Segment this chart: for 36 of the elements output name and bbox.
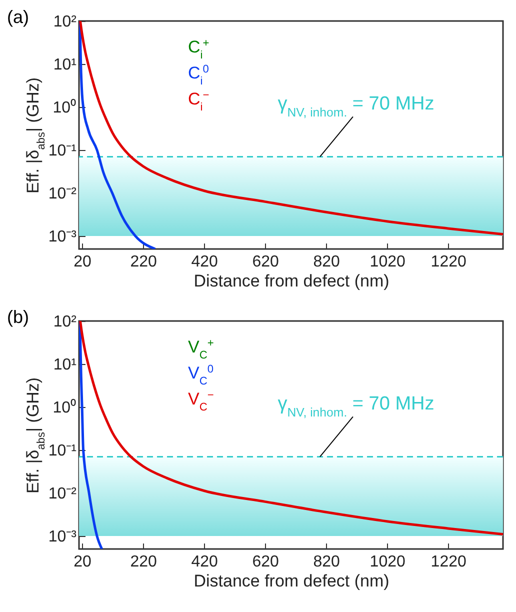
y-tick-label: 10⁻³ <box>48 228 78 246</box>
line-series <box>79 21 157 249</box>
annotation: γ$_{NV, inhom.}$ = 70 MHz <box>278 94 434 120</box>
x-tick-label: 420 <box>191 254 218 270</box>
y-tick-label: 10⁻¹ <box>48 142 76 160</box>
y-tick-label: 10⁻³ <box>48 528 78 546</box>
x-axis-title: Distance from defect (nm) <box>194 572 390 590</box>
y-tick-label: 10⁻² <box>48 486 78 503</box>
x-tick-label: 220 <box>130 254 158 270</box>
y-tick-label: 10⁰ <box>52 98 76 117</box>
y-tick-label: 10¹ <box>53 56 76 74</box>
x-axis-title: Distance from defect (nm) <box>194 272 390 290</box>
line-series <box>79 321 503 536</box>
x-tick-label: 620 <box>252 254 280 270</box>
x-tick-label: 620 <box>252 554 280 570</box>
y-tick-label: 10¹ <box>53 356 76 374</box>
line-series <box>79 21 503 236</box>
x-tick-label: 820 <box>313 254 340 270</box>
y-tick-label: 10⁰ <box>52 398 76 417</box>
y-tick-label: 10² <box>53 314 78 330</box>
x-tick-label: 220 <box>130 554 158 570</box>
x-tick-label: 1020 <box>370 254 406 270</box>
x-tick-label: 1220 <box>430 554 466 570</box>
x-tick-label: 820 <box>313 554 340 570</box>
x-tick-label: 20 <box>74 554 92 570</box>
line-series <box>79 321 104 549</box>
annotation: γ$_{NV, inhom.}$ = 70 MHz <box>278 394 434 420</box>
x-tick-label: 1220 <box>430 254 466 270</box>
y-tick-label: 10⁻¹ <box>48 442 76 460</box>
chart-title: (a) <box>7 7 29 27</box>
chart-title: (b) <box>7 307 29 327</box>
x-tick-label: 1020 <box>370 554 406 570</box>
y-tick-label: 10² <box>53 14 78 30</box>
x-tick-label: 20 <box>74 254 92 270</box>
y-tick-label: 10⁻² <box>48 186 78 203</box>
x-tick-label: 420 <box>191 554 218 570</box>
